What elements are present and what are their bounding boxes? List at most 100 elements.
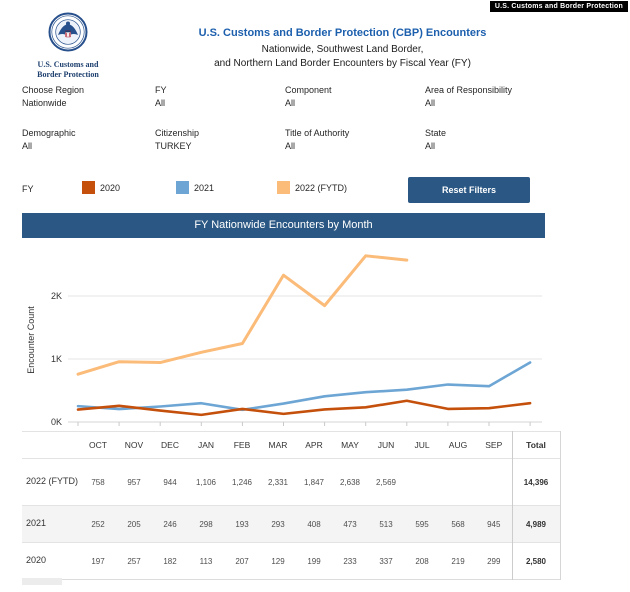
y-axis-title: Encounter Count (26, 306, 36, 374)
row-header: 2022 (FYTD) (26, 476, 79, 487)
table-corner-cell (22, 432, 80, 459)
filter-title-of-authority: Title of Authority All (285, 128, 349, 151)
filter-citizenship: Citizenship TURKEY (155, 128, 199, 151)
cell-sep: 945 (487, 519, 501, 529)
cell-feb: 1,246 (231, 477, 253, 487)
cell-mar: 2,331 (267, 477, 289, 487)
cell-apr: 408 (307, 519, 321, 529)
cell-feb: 207 (235, 556, 249, 566)
cell-nov: 257 (127, 556, 141, 566)
filter-label: Component (285, 85, 332, 95)
y-axis-tick-label: 0K (51, 417, 62, 427)
cell-jan: 1,106 (195, 477, 217, 487)
filter-value-dropdown[interactable]: All (22, 141, 33, 151)
cell-feb: 193 (235, 519, 249, 529)
series-line-2021[interactable] (76, 361, 532, 412)
reset-filters-button[interactable]: Reset Filters (408, 177, 530, 203)
cell-mar: 293 (271, 519, 285, 529)
legend-item-2022-fytd[interactable]: 2022 (FYTD) (277, 181, 347, 194)
column-header-oct: OCT (89, 440, 107, 450)
column-header-mar: MAR (268, 440, 288, 450)
series-line-2020[interactable] (76, 399, 532, 417)
cbp-logo: U.S. Customs and Border Protection (26, 12, 110, 79)
cell-jul: 595 (415, 519, 429, 529)
logo-caption: U.S. Customs and Border Protection (37, 60, 99, 79)
cell-apr: 199 (307, 556, 321, 566)
cell-total: 4,989 (511, 505, 561, 543)
cell-dec: 246 (163, 519, 177, 529)
legend-swatch-2020 (82, 181, 95, 194)
window-title-badge: U.S. Customs and Border Protection (489, 1, 628, 12)
encounters-table: OCT NOV DEC JAN FEB MAR APR MAY JUN JUL AUG SEP Tota… (22, 431, 561, 580)
cell-aug: 568 (451, 519, 465, 529)
column-header-dec: DEC (161, 440, 179, 450)
cell-may: 233 (343, 556, 357, 566)
legend-item-2020[interactable]: 2020 (82, 181, 120, 194)
column-header-sep: SEP (485, 440, 503, 450)
cell-total: 2,580 (511, 542, 561, 580)
filter-area-of-responsibility: Area of Responsibility All (425, 85, 512, 108)
table-row-2022-fytd-: 2022 (FYTD) 758 957 944 1,106 1,246 2,331 1,847… (22, 458, 561, 506)
legend-item-label: 2021 (194, 182, 215, 193)
cell-nov: 957 (127, 477, 141, 487)
cell-jul (404, 459, 440, 506)
legend-swatch-2022 (277, 181, 290, 194)
filter-value-dropdown[interactable]: All (285, 141, 296, 151)
y-axis-tick-label: 2K (51, 291, 62, 301)
cell-oct: 197 (91, 556, 105, 566)
cbp-seal-icon (48, 12, 88, 52)
filter-value-dropdown[interactable]: All (425, 141, 436, 151)
cell-sep: 299 (487, 556, 501, 566)
column-header-feb: FEB (233, 440, 251, 450)
filter-value-dropdown[interactable]: All (285, 98, 296, 108)
legend-swatch-2021 (176, 181, 189, 194)
cell-jul: 208 (415, 556, 429, 566)
encounter-chart-svg[interactable]: 0K 1K 2K Encounter Count (22, 242, 545, 428)
cell-oct: 758 (91, 477, 105, 487)
column-header-jun: JUN (377, 440, 395, 450)
cell-jun: 337 (379, 556, 393, 566)
legend-title: FY (22, 184, 34, 194)
filter-label: Title of Authority (285, 128, 350, 138)
table-header-row: OCT NOV DEC JAN FEB MAR APR MAY JUN JUL AUG SEP Tota… (22, 431, 561, 459)
table-row-2020: 2020 197 257 182 113 207 129 199 233 337 208 219 299… (22, 542, 561, 580)
cell-dec: 182 (163, 556, 177, 566)
filter-value-dropdown[interactable]: All (425, 98, 436, 108)
filter-label: Choose Region (22, 85, 85, 95)
row-header: 2021 (26, 518, 47, 529)
filter-value-dropdown[interactable]: TURKEY (155, 141, 192, 151)
dashboard-header: U.S. Customs and Border Protection (CBP)… (110, 27, 575, 70)
table-row-2021: 2021 252 205 246 298 193 293 408 473 513 595 568 945… (22, 505, 561, 543)
cell-nov: 205 (127, 519, 141, 529)
page-subtitle-line2: and Northern Land Border Encounters by F… (214, 57, 471, 69)
filter-label: Demographic (22, 128, 76, 138)
legend-item-label: 2022 (FYTD) (295, 182, 348, 193)
column-header-total: Total (511, 431, 561, 459)
filter-value-dropdown[interactable]: All (155, 98, 166, 108)
legend-item-2021[interactable]: 2021 (176, 181, 214, 194)
filter-value-dropdown[interactable]: Nationwide (22, 98, 67, 108)
column-header-nov: NOV (124, 440, 144, 450)
cell-jan: 113 (199, 556, 213, 566)
cell-aug (440, 459, 476, 506)
cell-may: 2,638 (339, 477, 361, 487)
cell-jun: 2,569 (375, 477, 397, 487)
cell-oct: 252 (91, 519, 105, 529)
filter-choose-region: Choose Region Nationwide (22, 85, 84, 108)
cell-mar: 129 (271, 556, 285, 566)
cell-jan: 298 (199, 519, 213, 529)
chart-title-bar: FY Nationwide Encounters by Month (22, 213, 545, 238)
series-line-2022-fytd-[interactable] (76, 254, 409, 376)
column-header-jan: JAN (197, 440, 215, 450)
filter-label: Citizenship (155, 128, 200, 138)
page-subtitle-line1: Nationwide, Southwest Land Border, (261, 44, 424, 55)
legend-item-label: 2020 (100, 182, 121, 193)
cell-aug: 219 (451, 556, 465, 566)
filter-label: Area of Responsibility (425, 85, 513, 95)
cell-may: 473 (343, 519, 357, 529)
partial-next-row (22, 578, 62, 585)
column-header-jul: JUL (414, 440, 430, 450)
filter-label: FY (155, 85, 167, 95)
encounters-line-chart[interactable]: 0K 1K 2K Encounter Count (22, 242, 545, 428)
filter-demographic: Demographic All (22, 128, 76, 151)
